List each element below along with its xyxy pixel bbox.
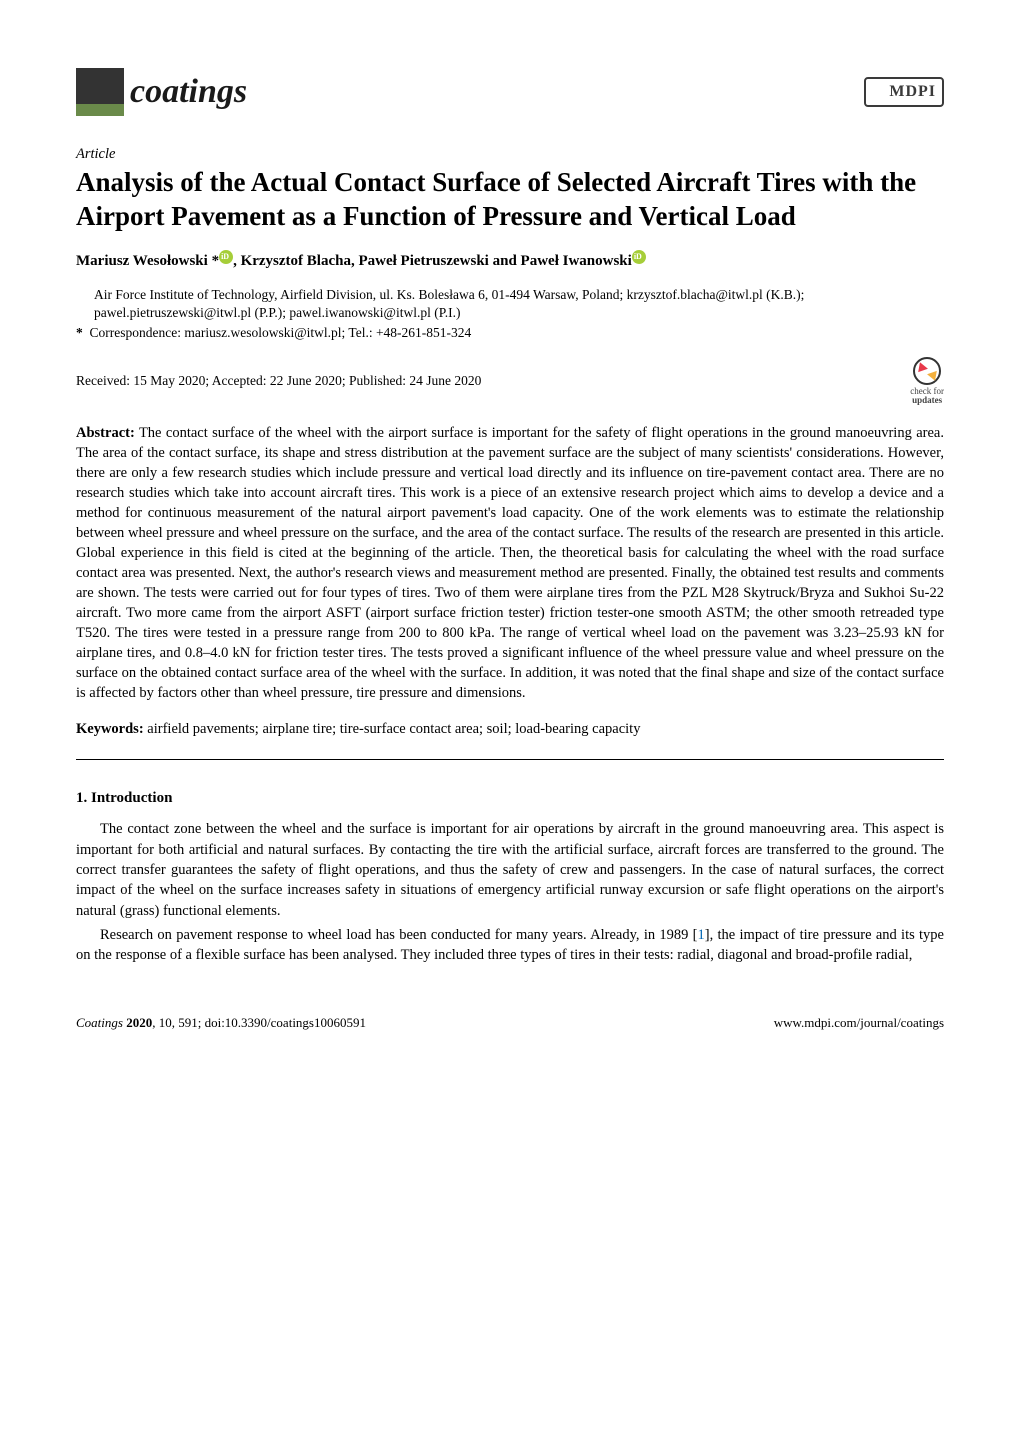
author-rest: , Krzysztof Blacha, Paweł Pietruszewski … — [233, 253, 632, 269]
dates-row: Received: 15 May 2020; Accepted: 22 June… — [76, 357, 944, 405]
abstract: Abstract: The contact surface of the whe… — [76, 423, 944, 703]
authors-line: Mariusz Wesołowski * , Krzysztof Blacha, … — [76, 250, 944, 272]
keywords-label: Keywords: — [76, 721, 144, 737]
footer-citation-rest: , 10, 591; doi:10.3390/coatings10060591 — [152, 1015, 366, 1030]
footer-left: Coatings 2020, 10, 591; doi:10.3390/coat… — [76, 1014, 366, 1032]
publisher-logo: MDPI — [864, 77, 944, 107]
header-row: coatings MDPI — [76, 68, 944, 116]
correspondence-text: Correspondence: mariusz.wesolowski@itwl.… — [90, 325, 472, 340]
reference-link-1[interactable]: 1 — [698, 927, 705, 943]
footer-year: 2020 — [126, 1015, 152, 1030]
footer-journal-italic: Coatings — [76, 1015, 126, 1030]
intro-p2-a: Research on pavement response to wheel l… — [100, 927, 698, 943]
journal-logo-icon — [76, 68, 124, 116]
section-heading-intro: 1. Introduction — [76, 788, 944, 809]
journal-name: coatings — [130, 68, 247, 116]
check-updates-icon — [913, 357, 941, 385]
check-updates-text-2: updates — [912, 396, 942, 405]
author-primary: Mariusz Wesołowski * — [76, 253, 219, 269]
footer-url-link[interactable]: www.mdpi.com/journal/coatings — [774, 1015, 944, 1030]
separator-line — [76, 759, 944, 760]
keywords: Keywords: airfield pavements; airplane t… — [76, 719, 944, 739]
footer-row: Coatings 2020, 10, 591; doi:10.3390/coat… — [76, 1014, 944, 1032]
publisher-name: MDPI — [889, 81, 936, 103]
abstract-text: The contact surface of the wheel with th… — [76, 425, 944, 701]
intro-paragraph-2: Research on pavement response to wheel l… — [76, 925, 944, 966]
keywords-text: airfield pavements; airplane tire; tire-… — [147, 721, 640, 737]
correspondence-marker: * — [76, 325, 83, 340]
article-type: Article — [76, 144, 944, 164]
orcid-icon[interactable] — [219, 250, 233, 264]
affiliation: Air Force Institute of Technology, Airfi… — [94, 286, 944, 322]
check-for-updates-button[interactable]: check for updates — [910, 357, 944, 405]
journal-logo: coatings — [76, 68, 247, 116]
dates-text: Received: 15 May 2020; Accepted: 22 June… — [76, 372, 481, 391]
intro-paragraph-1: The contact zone between the wheel and t… — [76, 819, 944, 920]
orcid-icon[interactable] — [632, 250, 646, 264]
abstract-label: Abstract: — [76, 425, 135, 441]
footer-right: www.mdpi.com/journal/coatings — [774, 1014, 944, 1032]
article-title: Analysis of the Actual Contact Surface o… — [76, 166, 944, 234]
mdpi-mark-icon — [868, 83, 886, 101]
correspondence: * Correspondence: mariusz.wesolowski@itw… — [76, 324, 944, 343]
